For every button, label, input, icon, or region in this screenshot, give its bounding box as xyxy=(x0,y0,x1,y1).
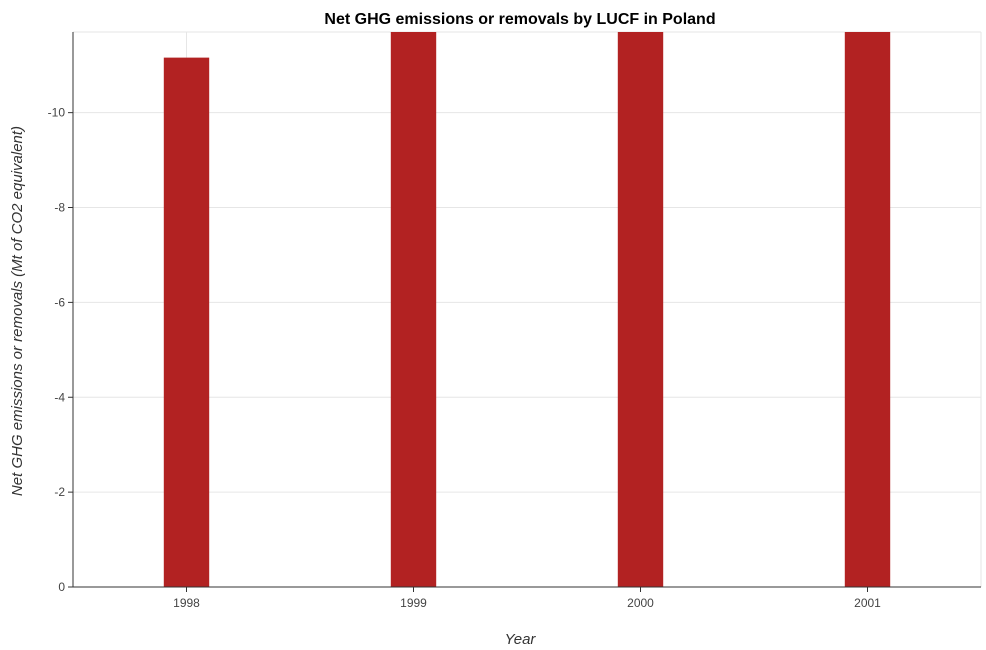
x-axis-label: Year xyxy=(505,631,537,648)
y-axis-label: Net GHG emissions or removals (Mt of CO2… xyxy=(9,126,26,496)
y-tick-label: -4 xyxy=(54,390,65,404)
bar-1998 xyxy=(163,57,210,588)
bar-2001 xyxy=(844,32,891,587)
y-tick-label: -10 xyxy=(48,106,66,120)
x-tick-label: 2001 xyxy=(854,596,881,610)
bars xyxy=(163,32,891,588)
chart-title: Net GHG emissions or removals by LUCF in… xyxy=(324,11,715,28)
y-tick-label: 0 xyxy=(58,580,65,594)
x-tick-label: 1998 xyxy=(173,596,200,610)
y-tick-label: -6 xyxy=(54,295,65,309)
y-tick-label: -8 xyxy=(54,201,65,215)
x-tick-label: 1999 xyxy=(400,596,427,610)
tick-labels: 0 -2 -4 -6 -8 -10 1998 1999 2000 2001 xyxy=(48,106,882,610)
y-tick-label: -2 xyxy=(54,485,65,499)
bar-2000 xyxy=(617,32,664,587)
axes xyxy=(68,32,981,592)
bar-1999 xyxy=(390,32,437,587)
x-tick-label: 2000 xyxy=(627,596,654,610)
